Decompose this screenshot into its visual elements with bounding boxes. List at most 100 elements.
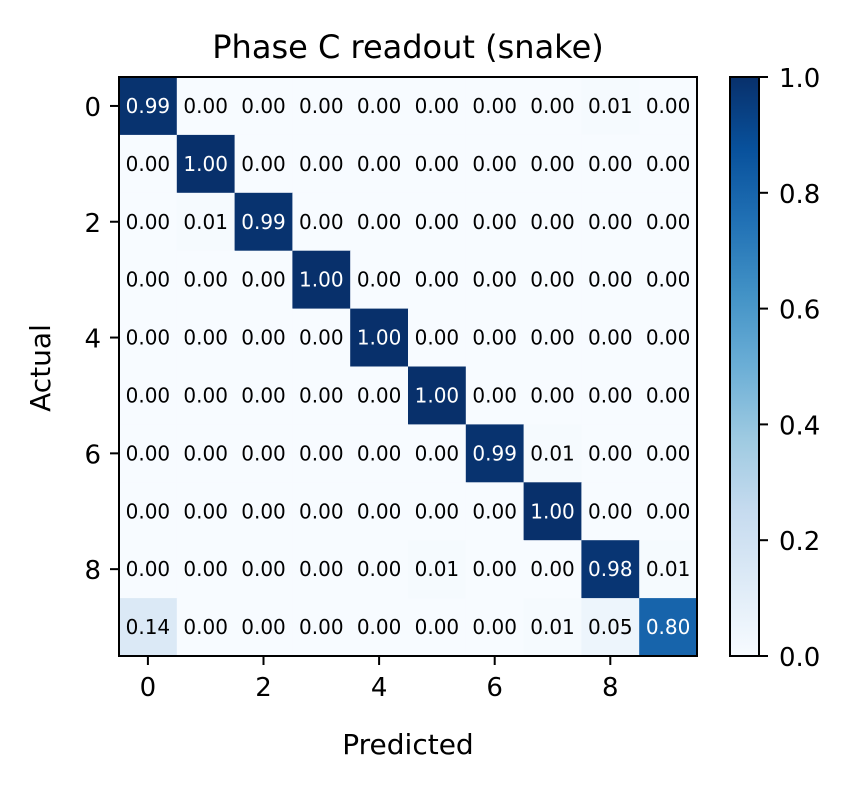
- cell-value-label: 0.00: [530, 152, 575, 176]
- cell-value-label: 0.00: [530, 94, 575, 118]
- cell-value-label: 0.00: [472, 615, 517, 639]
- heatmap-cell: [523, 424, 582, 483]
- cell-value-label: 0.00: [415, 268, 460, 292]
- heatmap-cell: [581, 192, 640, 252]
- heatmap-cell: [292, 192, 351, 252]
- x-tick-label: 6: [486, 673, 503, 703]
- y-tick-label: 6: [84, 440, 101, 470]
- cell-value-label: 0.00: [415, 499, 460, 523]
- colorbar-tick-label: 0.8: [779, 180, 820, 210]
- cell-value-label: 0.00: [241, 268, 286, 292]
- heatmap-cell: [581, 424, 640, 483]
- cell-value-label: 0.00: [472, 94, 517, 118]
- cell-value-label: 0.00: [646, 94, 691, 118]
- heatmap-cell: [465, 134, 525, 194]
- cell-value-label: 0.00: [183, 94, 228, 118]
- heatmap-cell: [523, 482, 582, 541]
- cell-value-label: 0.00: [126, 441, 171, 465]
- cell-value-label: 0.00: [357, 499, 402, 523]
- heatmap-cell: [465, 598, 525, 657]
- cell-value-label: 0.00: [588, 210, 633, 234]
- heatmap-cell: [119, 77, 178, 136]
- cell-value-label: 0.00: [646, 268, 691, 292]
- heatmap-cell: [350, 424, 409, 483]
- heatmap-cell: [581, 250, 640, 310]
- heatmap-cell: [292, 424, 351, 483]
- heatmap-cell: [581, 540, 640, 599]
- heatmap-cell: [523, 250, 582, 310]
- heatmap-cell: [523, 366, 582, 425]
- cell-value-label: 0.00: [126, 210, 171, 234]
- heatmap-cell: [234, 424, 293, 483]
- heatmap-cell: [119, 598, 178, 657]
- heatmap-cell: [176, 250, 236, 310]
- cell-labels: 0.99 0.00 0.00 0.00 0.00 0.00 0.00 0.00 0.01 0.00…: [126, 94, 691, 639]
- cell-value-label: 0.00: [299, 615, 344, 639]
- heatmap-cell: [465, 424, 525, 483]
- heatmap-cell: [581, 366, 640, 425]
- cell-value-label: 0.99: [126, 94, 171, 118]
- cell-value-label: 0.00: [530, 557, 575, 581]
- cell-value-label: 1.00: [415, 383, 460, 407]
- heatmap-cell: [350, 598, 409, 657]
- heatmap-cell: [292, 482, 351, 541]
- heatmap-cell: [176, 77, 236, 136]
- cell-value-label: 0.00: [299, 210, 344, 234]
- heatmap-cell: [292, 540, 351, 599]
- cell-value-label: 0.00: [241, 441, 286, 465]
- heatmap-cell: [176, 424, 236, 483]
- heatmap-cell: [639, 134, 698, 194]
- cell-value-label: 0.00: [588, 383, 633, 407]
- heatmap-cell: [350, 250, 409, 310]
- cell-value-label: 0.00: [472, 152, 517, 176]
- chart-title: Phase C readout (snake): [212, 28, 603, 66]
- heatmap-cell: [350, 77, 409, 136]
- heatmap-cell: [119, 250, 178, 310]
- cell-value-label: 0.00: [530, 210, 575, 234]
- cell-value-label: 0.14: [126, 615, 171, 639]
- cell-value-label: 0.01: [646, 557, 691, 581]
- heatmap-cell: [176, 598, 236, 657]
- cell-value-label: 0.01: [183, 210, 228, 234]
- cell-value-label: 0.00: [472, 557, 517, 581]
- cell-value-label: 0.00: [415, 210, 460, 234]
- cell-value-label: 0.01: [588, 94, 633, 118]
- cell-value-label: 0.00: [241, 383, 286, 407]
- heatmap-cell: [119, 482, 178, 541]
- heatmap-cell: [350, 540, 409, 599]
- heatmap-cell: [234, 308, 293, 367]
- cell-value-label: 0.00: [415, 94, 460, 118]
- heatmap-cell: [119, 134, 178, 194]
- heatmap-cell: [408, 192, 467, 252]
- cell-value-label: 0.01: [415, 557, 460, 581]
- cell-value-label: 0.05: [588, 615, 633, 639]
- heatmap-cell: [234, 366, 293, 425]
- heatmap-cell: [639, 482, 698, 541]
- heatmap-cell: [176, 308, 236, 367]
- heatmap-cell: [523, 540, 582, 599]
- cell-value-label: 0.00: [415, 152, 460, 176]
- cell-value-label: 0.00: [183, 615, 228, 639]
- cell-value-label: 1.00: [530, 499, 575, 523]
- heatmap-cell: [465, 77, 525, 136]
- heatmap-cell: [234, 250, 293, 310]
- cell-value-label: 0.00: [588, 441, 633, 465]
- cell-value-label: 0.00: [299, 94, 344, 118]
- y-tick-label: 2: [84, 209, 101, 239]
- cell-value-label: 0.00: [299, 152, 344, 176]
- x-tick-label: 0: [140, 673, 157, 703]
- cell-value-label: 0.00: [126, 383, 171, 407]
- heatmap-cell: [234, 598, 293, 657]
- heatmap-cell: [523, 77, 582, 136]
- heatmap-cell: [292, 77, 351, 136]
- heatmap-cell: [465, 308, 525, 367]
- heatmap-cell: [639, 308, 698, 367]
- heatmap-cell: [408, 250, 467, 310]
- heatmap-cell: [119, 540, 178, 599]
- heatmap-cell: [465, 540, 525, 599]
- heatmap-cell: [408, 77, 467, 136]
- colorbar-tick-label: 0.0: [779, 643, 820, 673]
- cell-value-label: 0.00: [241, 557, 286, 581]
- cell-value-label: 0.00: [299, 383, 344, 407]
